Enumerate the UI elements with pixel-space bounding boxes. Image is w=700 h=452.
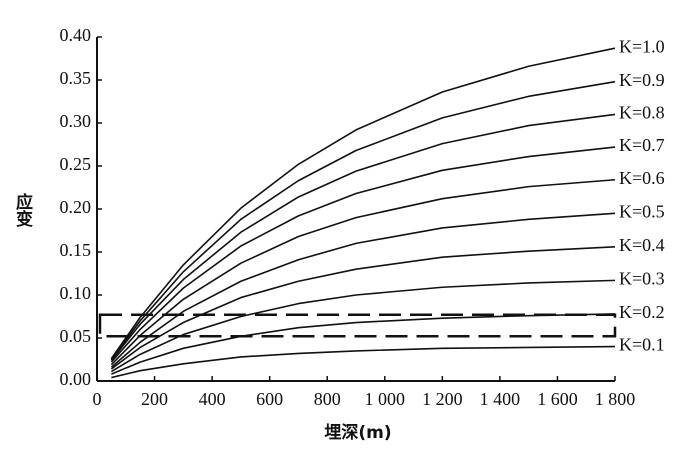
series-label: K=0.4 [619, 235, 665, 255]
y-axis-label: 应变 [12, 192, 33, 228]
y-tick-label: 0.25 [60, 154, 92, 174]
series-label: K=0.8 [619, 103, 665, 123]
y-tick-label: 0.35 [60, 68, 92, 88]
y-tick-label: 0.05 [60, 326, 92, 346]
y-tick-label: 0.00 [60, 369, 92, 389]
series-line [110, 80, 616, 360]
y-tick-label: 0.30 [60, 111, 92, 131]
series-line [110, 178, 616, 366]
y-tick-label: 0.10 [60, 283, 92, 303]
series-line [110, 146, 616, 363]
x-tick-label: 1 800 [595, 389, 636, 409]
x-tick-label: 1 600 [537, 389, 578, 409]
series-label: K=0.9 [619, 70, 665, 90]
x-tick-label: 0 [93, 389, 102, 409]
x-tick-label: 800 [314, 389, 341, 409]
y-tick-label: 0.20 [60, 197, 92, 217]
series-label: K=0.1 [619, 335, 665, 355]
series-label: K=0.6 [619, 168, 665, 188]
x-tick-label: 400 [199, 389, 226, 409]
series-line [110, 212, 616, 368]
y-tick-label: 0.15 [60, 240, 92, 260]
series-label: K=0.3 [619, 269, 665, 289]
series-line [110, 279, 616, 373]
series-label: K=0.5 [619, 201, 665, 221]
highlight-band [98, 313, 617, 338]
x-tick-label: 200 [141, 389, 168, 409]
series-label: K=0.7 [619, 135, 665, 155]
series-label: K=0.2 [619, 302, 665, 322]
series-line [111, 313, 616, 375]
series-label: K=1.0 [619, 36, 665, 56]
y-tick-label: 0.40 [60, 25, 92, 45]
series-line [110, 246, 616, 370]
series-line [111, 345, 616, 379]
series-line [110, 47, 616, 360]
x-tick-label: 1 200 [422, 389, 463, 409]
series-line [110, 113, 616, 361]
x-tick-label: 600 [256, 389, 283, 409]
x-axis-label: 埋深(m) [324, 422, 391, 443]
x-tick-label: 1 000 [365, 389, 406, 409]
x-tick-label: 1 400 [480, 389, 521, 409]
